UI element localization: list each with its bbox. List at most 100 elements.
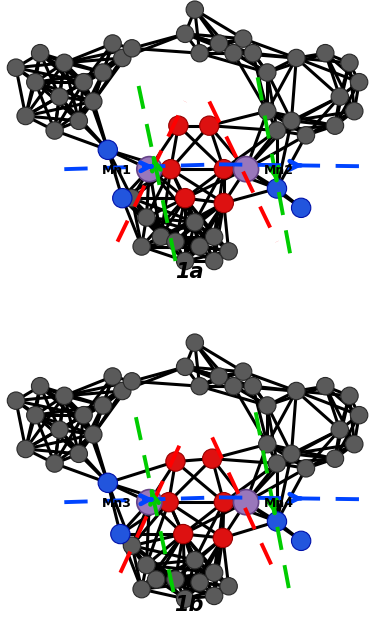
Circle shape [225, 378, 242, 395]
Circle shape [169, 116, 188, 135]
Circle shape [191, 574, 208, 591]
Circle shape [186, 334, 203, 351]
Circle shape [138, 209, 155, 226]
Circle shape [94, 397, 112, 414]
Circle shape [297, 460, 314, 477]
Circle shape [147, 571, 165, 588]
Circle shape [46, 455, 64, 472]
Circle shape [288, 383, 305, 400]
Circle shape [267, 179, 287, 198]
Circle shape [177, 358, 194, 376]
Circle shape [104, 35, 121, 52]
Circle shape [200, 116, 219, 135]
Text: 1a: 1a [175, 262, 203, 282]
Circle shape [341, 387, 358, 404]
Circle shape [205, 587, 223, 605]
Circle shape [133, 238, 150, 255]
Circle shape [161, 159, 180, 179]
Circle shape [70, 445, 87, 462]
Circle shape [331, 421, 349, 439]
Circle shape [174, 525, 193, 544]
Circle shape [94, 64, 112, 81]
Circle shape [75, 406, 92, 424]
Circle shape [111, 525, 130, 544]
Text: Mn2: Mn2 [263, 164, 293, 177]
Circle shape [51, 88, 68, 105]
Circle shape [291, 198, 311, 217]
Circle shape [213, 528, 232, 548]
Circle shape [291, 531, 311, 551]
Circle shape [234, 490, 259, 515]
Circle shape [137, 490, 162, 515]
Circle shape [341, 54, 358, 72]
Circle shape [234, 363, 252, 381]
Circle shape [114, 49, 131, 67]
Circle shape [159, 493, 178, 512]
Circle shape [175, 189, 195, 208]
Circle shape [56, 387, 73, 404]
Circle shape [186, 551, 203, 569]
Circle shape [113, 189, 132, 208]
Circle shape [244, 44, 262, 62]
Circle shape [210, 368, 228, 385]
Circle shape [166, 452, 185, 471]
Circle shape [244, 378, 262, 395]
Circle shape [51, 421, 68, 439]
Circle shape [31, 44, 49, 62]
Circle shape [214, 159, 234, 179]
Circle shape [267, 512, 287, 531]
Circle shape [137, 156, 162, 182]
Circle shape [297, 126, 314, 144]
Circle shape [326, 117, 344, 135]
Circle shape [167, 571, 184, 588]
Circle shape [350, 74, 368, 91]
Circle shape [70, 112, 87, 130]
Circle shape [75, 74, 92, 91]
Circle shape [17, 107, 34, 125]
Text: 1b: 1b [174, 595, 204, 616]
Circle shape [186, 1, 203, 18]
Circle shape [259, 435, 276, 453]
Circle shape [177, 25, 194, 42]
Circle shape [345, 102, 363, 120]
Circle shape [177, 590, 194, 607]
Circle shape [214, 493, 234, 512]
Circle shape [203, 449, 222, 468]
Circle shape [98, 140, 118, 159]
Circle shape [98, 473, 118, 493]
Circle shape [152, 228, 170, 245]
Circle shape [104, 368, 121, 385]
Circle shape [234, 156, 259, 182]
Circle shape [191, 44, 208, 62]
Circle shape [220, 578, 237, 595]
Circle shape [317, 378, 334, 395]
Circle shape [17, 440, 34, 458]
Circle shape [288, 49, 305, 67]
Circle shape [326, 450, 344, 467]
Text: Mn3: Mn3 [102, 497, 132, 510]
Circle shape [123, 40, 141, 57]
Circle shape [167, 233, 184, 250]
Circle shape [191, 238, 208, 255]
Circle shape [268, 122, 286, 139]
Circle shape [56, 54, 73, 72]
Circle shape [31, 378, 49, 395]
Circle shape [186, 214, 203, 231]
Circle shape [85, 426, 102, 443]
Circle shape [205, 252, 223, 270]
Text: Mn1: Mn1 [102, 164, 132, 177]
Circle shape [205, 228, 223, 245]
Circle shape [7, 392, 25, 409]
Circle shape [138, 556, 155, 574]
Circle shape [85, 93, 102, 110]
Circle shape [46, 122, 64, 139]
Circle shape [350, 406, 368, 424]
Circle shape [26, 74, 44, 91]
Circle shape [205, 564, 223, 581]
Circle shape [283, 112, 300, 130]
Circle shape [259, 102, 276, 120]
Circle shape [331, 88, 349, 105]
Circle shape [259, 397, 276, 414]
Circle shape [214, 193, 234, 212]
Circle shape [133, 581, 150, 598]
